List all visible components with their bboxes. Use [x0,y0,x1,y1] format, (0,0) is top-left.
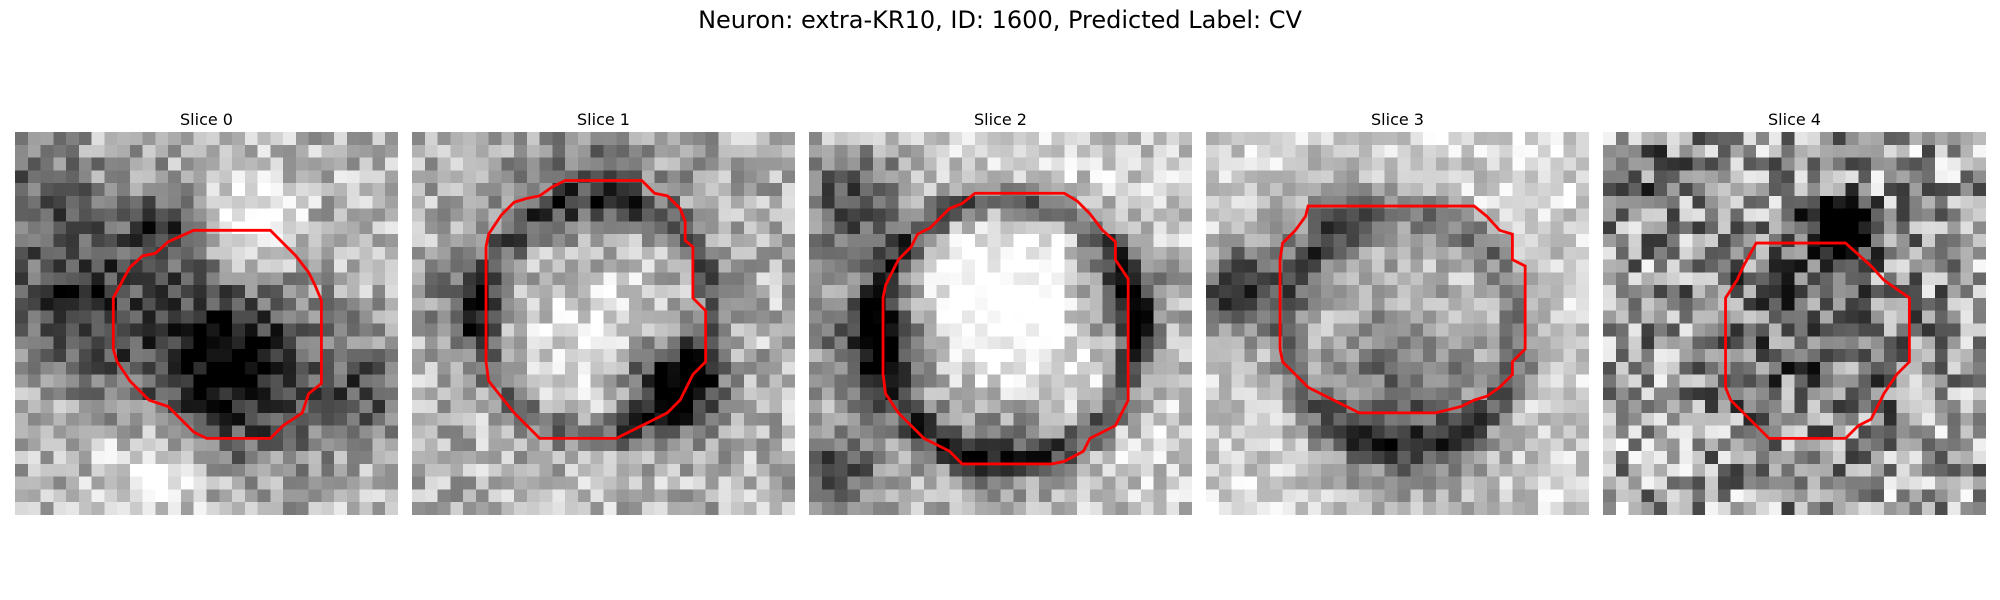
slice-title: Slice 1 [577,110,630,129]
roi-contour [1724,241,1911,440]
slice-panel-3: Slice 3 [1206,110,1589,515]
slice-image [1603,132,1986,515]
slice-image [1206,132,1589,515]
slice-title: Slice 3 [1371,110,1424,129]
slice-panel-0: Slice 0 [15,110,398,515]
roi-contour [111,228,323,440]
figure-title: Neuron: extra-KR10, ID: 1600, Predicted … [698,6,1302,34]
slice-panel-4: Slice 4 [1603,110,1986,515]
roi-contour [881,191,1130,466]
slice-panel-2: Slice 2 [809,110,1192,515]
roi-contour [484,179,708,440]
slice-panel-1: Slice 1 [412,110,795,515]
slice-title: Slice 2 [974,110,1027,129]
slice-image [412,132,795,515]
slice-title: Slice 4 [1768,110,1821,129]
roi-contour [1278,204,1527,415]
slice-image [15,132,398,515]
slice-title: Slice 0 [180,110,233,129]
slice-image [809,132,1192,515]
